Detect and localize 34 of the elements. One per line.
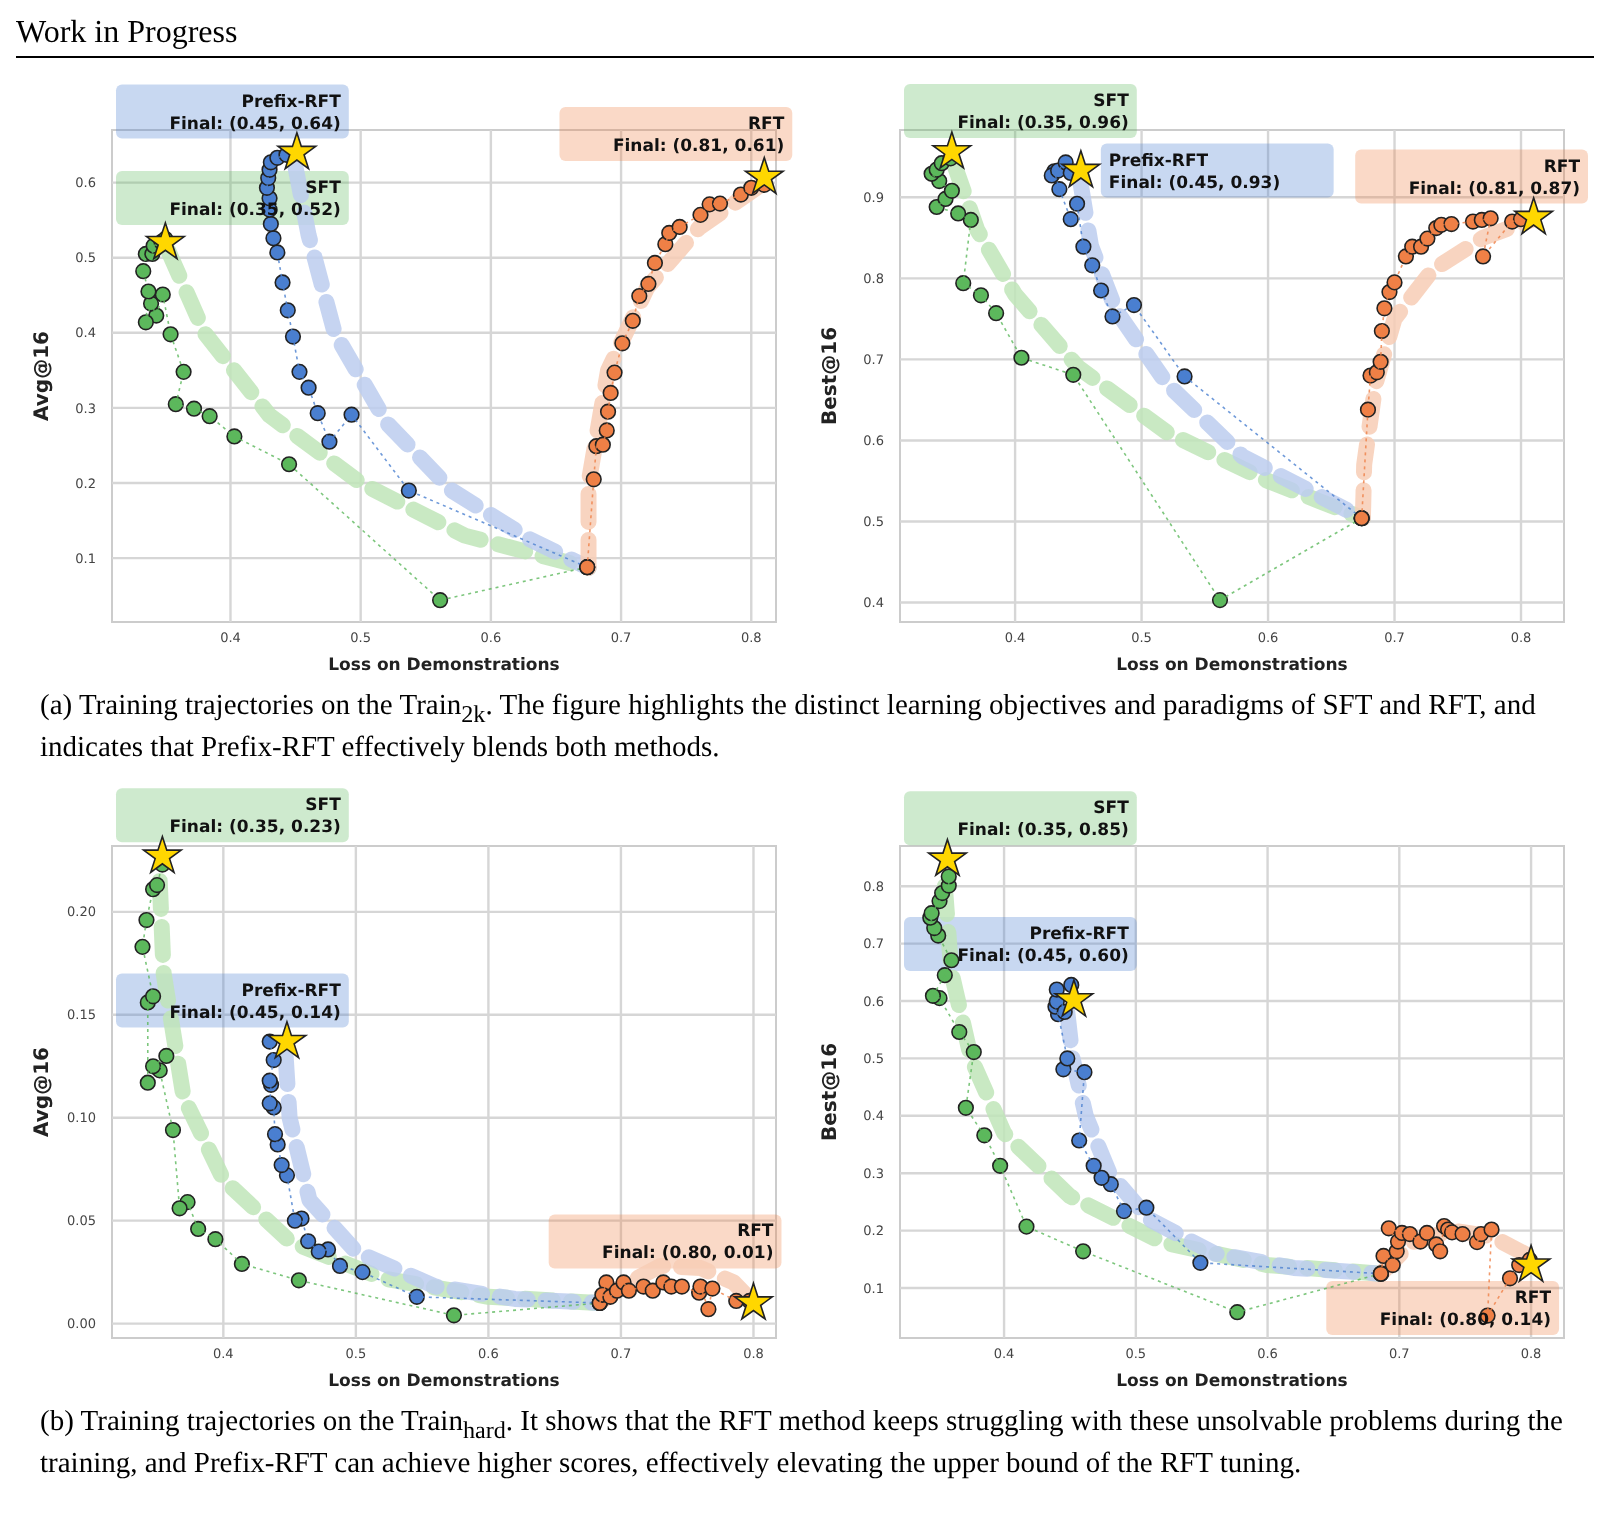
text: SFT <box>1092 91 1129 112</box>
annotation: Final: (0.80, 0.14) <box>1378 1310 1551 1331</box>
x-axis-title: Loss on Demonstrations <box>327 656 559 676</box>
annotation: Final: (0.81, 0.61) <box>611 137 784 158</box>
annotation: Final: (0.45, 0.14) <box>168 1003 341 1024</box>
y-axis-title: Avg@16 <box>31 330 53 421</box>
text: Prefix-RFT <box>240 92 341 113</box>
text: (b) Training trajectories on the Train$_{hard}$. It shows that the RFT method keeps struggling with these unsolvable problems during the training, and Prefix-RFT can achieve higher scores, effectively elevating the upper bound of the RFT tuning. <box>40 1405 1565 1482</box>
text: RFT <box>1542 157 1580 178</box>
text: Prefix-RFT <box>1028 924 1129 945</box>
series-label: RFT <box>1513 1288 1551 1309</box>
x-axis-title: Loss on Demonstrations <box>1115 1371 1347 1392</box>
text: SFT <box>304 796 341 817</box>
annotation: Final: (0.80, 0.01) <box>601 1244 773 1265</box>
y-axis-title: Avg@16 <box>31 1046 53 1137</box>
annotation: Final: (0.45, 0.60) <box>956 946 1129 967</box>
annotation: Final: (0.35, 0.96) <box>956 113 1129 134</box>
x-axis-title: Loss on Demonstrations <box>327 1371 559 1392</box>
text: SFT <box>1092 798 1129 819</box>
series-label: Prefix-RFT <box>1107 151 1208 172</box>
annotation: Final: (0.45, 0.93) <box>1107 173 1280 194</box>
text: Prefix-RFT <box>240 981 341 1002</box>
y-axis-title: Best@16 <box>819 326 841 426</box>
text: SFT <box>304 178 341 199</box>
y-axis-title: Best@16 <box>819 1042 841 1141</box>
x-axis-title: Loss on Demonstrations <box>1115 656 1347 676</box>
text: Work in Progress <box>16 16 1594 58</box>
text: (a) Training trajectories on the Train$_{2k}$. The figure highlights the distinct learning objectives and paradigms of SFT and RFT, and indicates that Prefix-RFT effectively blends both methods. <box>40 690 1538 766</box>
annotation: Final: (0.35, 0.23) <box>168 818 341 839</box>
text: RFT <box>746 115 784 136</box>
annotation: Final: (0.35, 0.85) <box>956 820 1129 841</box>
annotation: Final: (0.45, 0.64) <box>168 114 341 135</box>
annotation: Final: (0.81, 0.87) <box>1407 179 1580 200</box>
text: RFT <box>736 1222 773 1243</box>
